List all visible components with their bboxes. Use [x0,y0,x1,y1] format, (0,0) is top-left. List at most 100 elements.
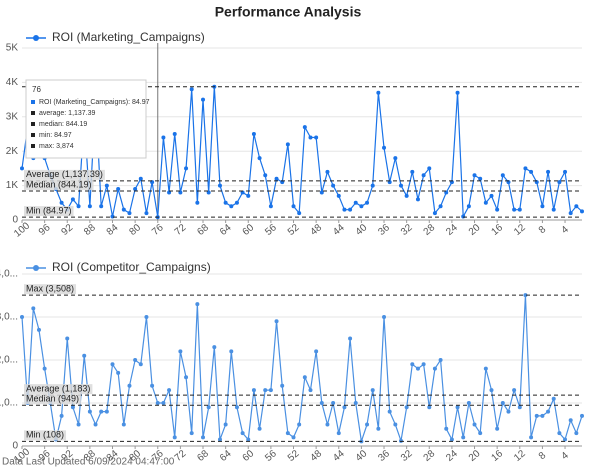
data-point [512,388,517,393]
x-tick-label: 16 [489,222,505,238]
data-point [523,166,528,171]
data-point [314,349,319,354]
data-point [529,169,534,174]
data-point [285,431,290,436]
tooltip-header: 76 [32,85,41,94]
data-point [336,431,341,436]
reference-label: Min (84.97) [24,205,74,217]
y-tick-label: 1K [6,180,19,191]
data-point [415,197,420,202]
data-point [478,431,483,436]
data-point [376,90,381,95]
y-tick-label: 2,0... [0,355,18,366]
footer: Data Last Updated 6/09/2024 04:47:00 [2,457,175,468]
data-point [201,97,206,102]
x-tick-label: 20 [467,448,483,464]
x-tick-label: 88 [82,222,98,238]
data-point [523,293,528,298]
data-point [274,176,279,181]
data-point [444,426,449,431]
data-point [557,180,562,185]
data-point [257,426,262,431]
tooltip-line: max: 3,874 [39,143,74,150]
x-tick-label: 12 [512,222,528,238]
data-point [217,183,222,188]
data-point [365,200,370,205]
data-point [246,193,251,198]
data-point [302,125,307,130]
x-tick-label: 28 [422,448,438,464]
data-point [376,426,381,431]
reference-label-text: Median (949) [26,394,79,404]
data-point [20,166,24,171]
data-point [342,207,347,212]
data-point [455,405,460,410]
tooltip-line: median: 844.19 [39,121,87,128]
x-tick-label: 44 [331,448,347,464]
data-point [229,349,234,354]
data-point [325,422,330,427]
x-tick-label: 8 [537,450,549,462]
data-point [540,413,545,418]
data-point [133,358,138,362]
data-point [87,409,92,414]
data-point [495,426,500,431]
x-tick-label: 8 [537,224,549,236]
data-point [59,200,64,205]
data-point [121,422,126,427]
data-point [580,209,584,214]
data-point [557,431,562,436]
reference-label-bg [24,179,94,190]
data-point [444,190,449,195]
reference-label: Median (844.19) [24,179,94,190]
data-point [297,211,302,216]
data-point [449,437,454,442]
data-point [551,396,556,401]
data-point [483,200,488,205]
data-point [540,204,545,209]
reference-label-text: Average (1,183) [26,384,90,394]
data-point [319,190,324,195]
data-point [398,438,403,443]
data-point [478,176,483,181]
data-point [184,166,189,171]
data-point [489,193,494,198]
data-point [223,422,228,427]
data-point [99,204,104,209]
reference-label-text: Average (1,137.39) [26,169,103,179]
data-point [353,200,358,205]
x-tick-label: 76 [150,222,166,238]
y-tick-label: 4K [6,77,19,88]
data-point [36,327,41,332]
reference-label-text: Max (3,508) [26,284,74,294]
data-point [144,315,149,319]
data-point [353,401,358,405]
data-point [348,336,353,341]
data-point [268,388,273,393]
data-point [297,422,302,427]
data-point [223,200,228,205]
data-point [201,435,206,440]
y-tick-label: 0 [12,215,18,226]
reference-label-bg [24,284,77,295]
data-point [42,366,47,371]
x-tick-label: 44 [331,222,347,238]
data-point [104,183,109,188]
x-tick-label: 16 [489,448,505,464]
data-point [76,422,81,427]
data-point [155,401,160,405]
data-point [234,405,239,410]
data-point [93,422,98,427]
data-point [144,211,149,216]
reference-label: Max (3,508) [24,284,77,295]
data-point [70,405,75,410]
reference-label-bg [24,394,82,405]
data-point [263,173,268,178]
data-point [546,169,551,174]
x-tick-label: 52 [286,448,302,464]
data-point [116,370,121,375]
x-tick-label: 60 [241,222,257,238]
data-point [161,135,166,140]
data-point [325,169,330,174]
